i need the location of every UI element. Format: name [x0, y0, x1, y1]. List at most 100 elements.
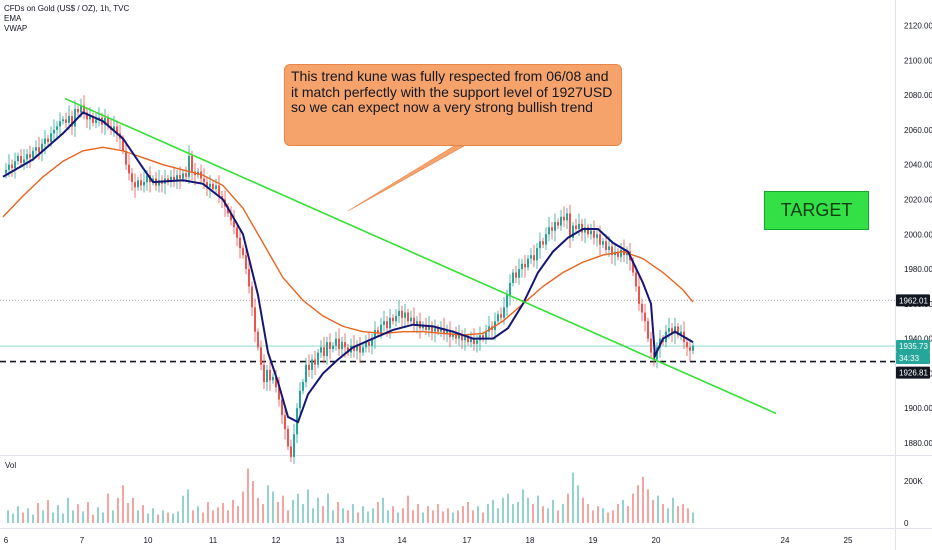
price-tick-label: 1880.00: [904, 439, 932, 448]
volume-bar: [557, 510, 559, 523]
candle-body: [650, 338, 652, 353]
volume-bar: [592, 510, 594, 523]
volume-bar: [527, 497, 529, 523]
candle-body: [44, 138, 46, 144]
volume-bar: [252, 481, 254, 523]
candle-body: [467, 336, 469, 343]
candle-body: [689, 347, 691, 351]
volume-bar: [222, 503, 224, 523]
volume-bar: [212, 510, 214, 523]
candle-body: [176, 175, 178, 181]
candle-body: [632, 260, 634, 273]
time-tick-label: 11: [209, 536, 218, 545]
high-price-label: 1962.01: [899, 296, 928, 305]
candle-body: [278, 387, 280, 400]
candle-body: [635, 272, 637, 287]
candle-body: [260, 347, 262, 365]
symbol-title[interactable]: CFDs on Gold (US$ / OZ), 1h, TVC: [4, 4, 130, 13]
volume-bar: [277, 502, 279, 523]
candle-body: [482, 335, 484, 339]
volume-bar: [177, 511, 179, 523]
candle-body: [446, 329, 448, 334]
candle-body: [551, 227, 553, 231]
annotation-callout[interactable]: This trend kune was fully respected from…: [284, 64, 622, 146]
candle-body: [365, 342, 367, 348]
candle-body: [293, 434, 295, 457]
candle-body: [140, 180, 142, 186]
volume-bar: [157, 514, 159, 523]
time-tick-label: 20: [652, 536, 661, 545]
candle-body: [266, 369, 268, 383]
candle-body: [62, 119, 64, 122]
candle-body: [383, 321, 385, 325]
volume-bar: [362, 506, 364, 523]
volume-bar: [187, 489, 189, 523]
candle-body: [596, 234, 598, 238]
candle-body: [527, 258, 529, 268]
volume-bar: [37, 503, 39, 523]
target-box[interactable]: TARGET: [764, 191, 869, 230]
volume-bar: [332, 510, 334, 523]
volume-bars: [7, 468, 694, 523]
candle-body: [539, 241, 541, 249]
candle-body: [191, 155, 193, 172]
trendline[interactable]: [64, 97, 777, 415]
volume-bar: [552, 499, 554, 523]
vwap-legend-label[interactable]: VWAP: [4, 24, 28, 33]
candle-body: [500, 314, 502, 318]
candle-body: [647, 321, 649, 339]
candle-body: [605, 241, 607, 250]
price-label-pills: 1962.01 1935.73 34:33 1926.81: [896, 294, 930, 379]
candle-body: [89, 115, 91, 120]
candle-body: [215, 185, 217, 190]
volume-bar: [62, 513, 64, 523]
candle-body: [47, 138, 49, 143]
candle-body: [389, 317, 391, 329]
volume-bar: [207, 502, 209, 523]
volume-bar: [432, 510, 434, 523]
candle-body: [593, 230, 595, 238]
candle-body: [335, 338, 337, 346]
candle-body: [377, 329, 379, 334]
candle-body: [302, 382, 304, 391]
candle-body: [185, 173, 187, 177]
volume-bar: [242, 491, 244, 523]
volume-bar: [442, 511, 444, 523]
price-levels: [0, 299, 895, 363]
volume-bar: [397, 512, 399, 523]
volume-bar: [97, 507, 99, 523]
candle-body: [248, 269, 250, 287]
volume-bar: [632, 493, 634, 523]
volume-bar: [122, 485, 124, 523]
volume-bar: [27, 508, 29, 523]
volume-bar: [382, 497, 384, 523]
candle-body: [17, 155, 19, 162]
volume-bar: [192, 510, 194, 523]
time-tick-label: 6: [4, 536, 9, 545]
volume-bar: [77, 504, 79, 523]
volume-bar: [142, 505, 144, 523]
volume-bar: [637, 485, 639, 523]
candle-body: [560, 216, 562, 226]
volume-bar: [17, 506, 19, 523]
volume-bar: [137, 510, 139, 523]
ema-legend-label[interactable]: EMA: [4, 14, 22, 23]
time-axis[interactable]: 6 7 10 11 12 13 14 17 18 19 20 24 25: [4, 536, 853, 545]
volume-bar: [72, 510, 74, 523]
candle-body: [638, 286, 640, 304]
volume-bar: [317, 497, 319, 523]
candle-body: [569, 213, 571, 238]
volume-pane-label[interactable]: Vol: [5, 461, 17, 470]
volume-bar: [47, 499, 49, 523]
candle-body: [38, 147, 40, 153]
candle-body: [470, 338, 472, 343]
volume-bar: [87, 502, 89, 523]
candle-body: [473, 338, 475, 344]
candle-body: [533, 255, 535, 261]
countdown-label-bg: [896, 352, 930, 365]
candle-body: [578, 223, 580, 230]
candle-body: [203, 178, 205, 183]
last-price-label: 1935.73: [899, 342, 928, 351]
price-axis[interactable]: 1880.001900.001920.001940.001960.001980.…: [904, 22, 932, 449]
